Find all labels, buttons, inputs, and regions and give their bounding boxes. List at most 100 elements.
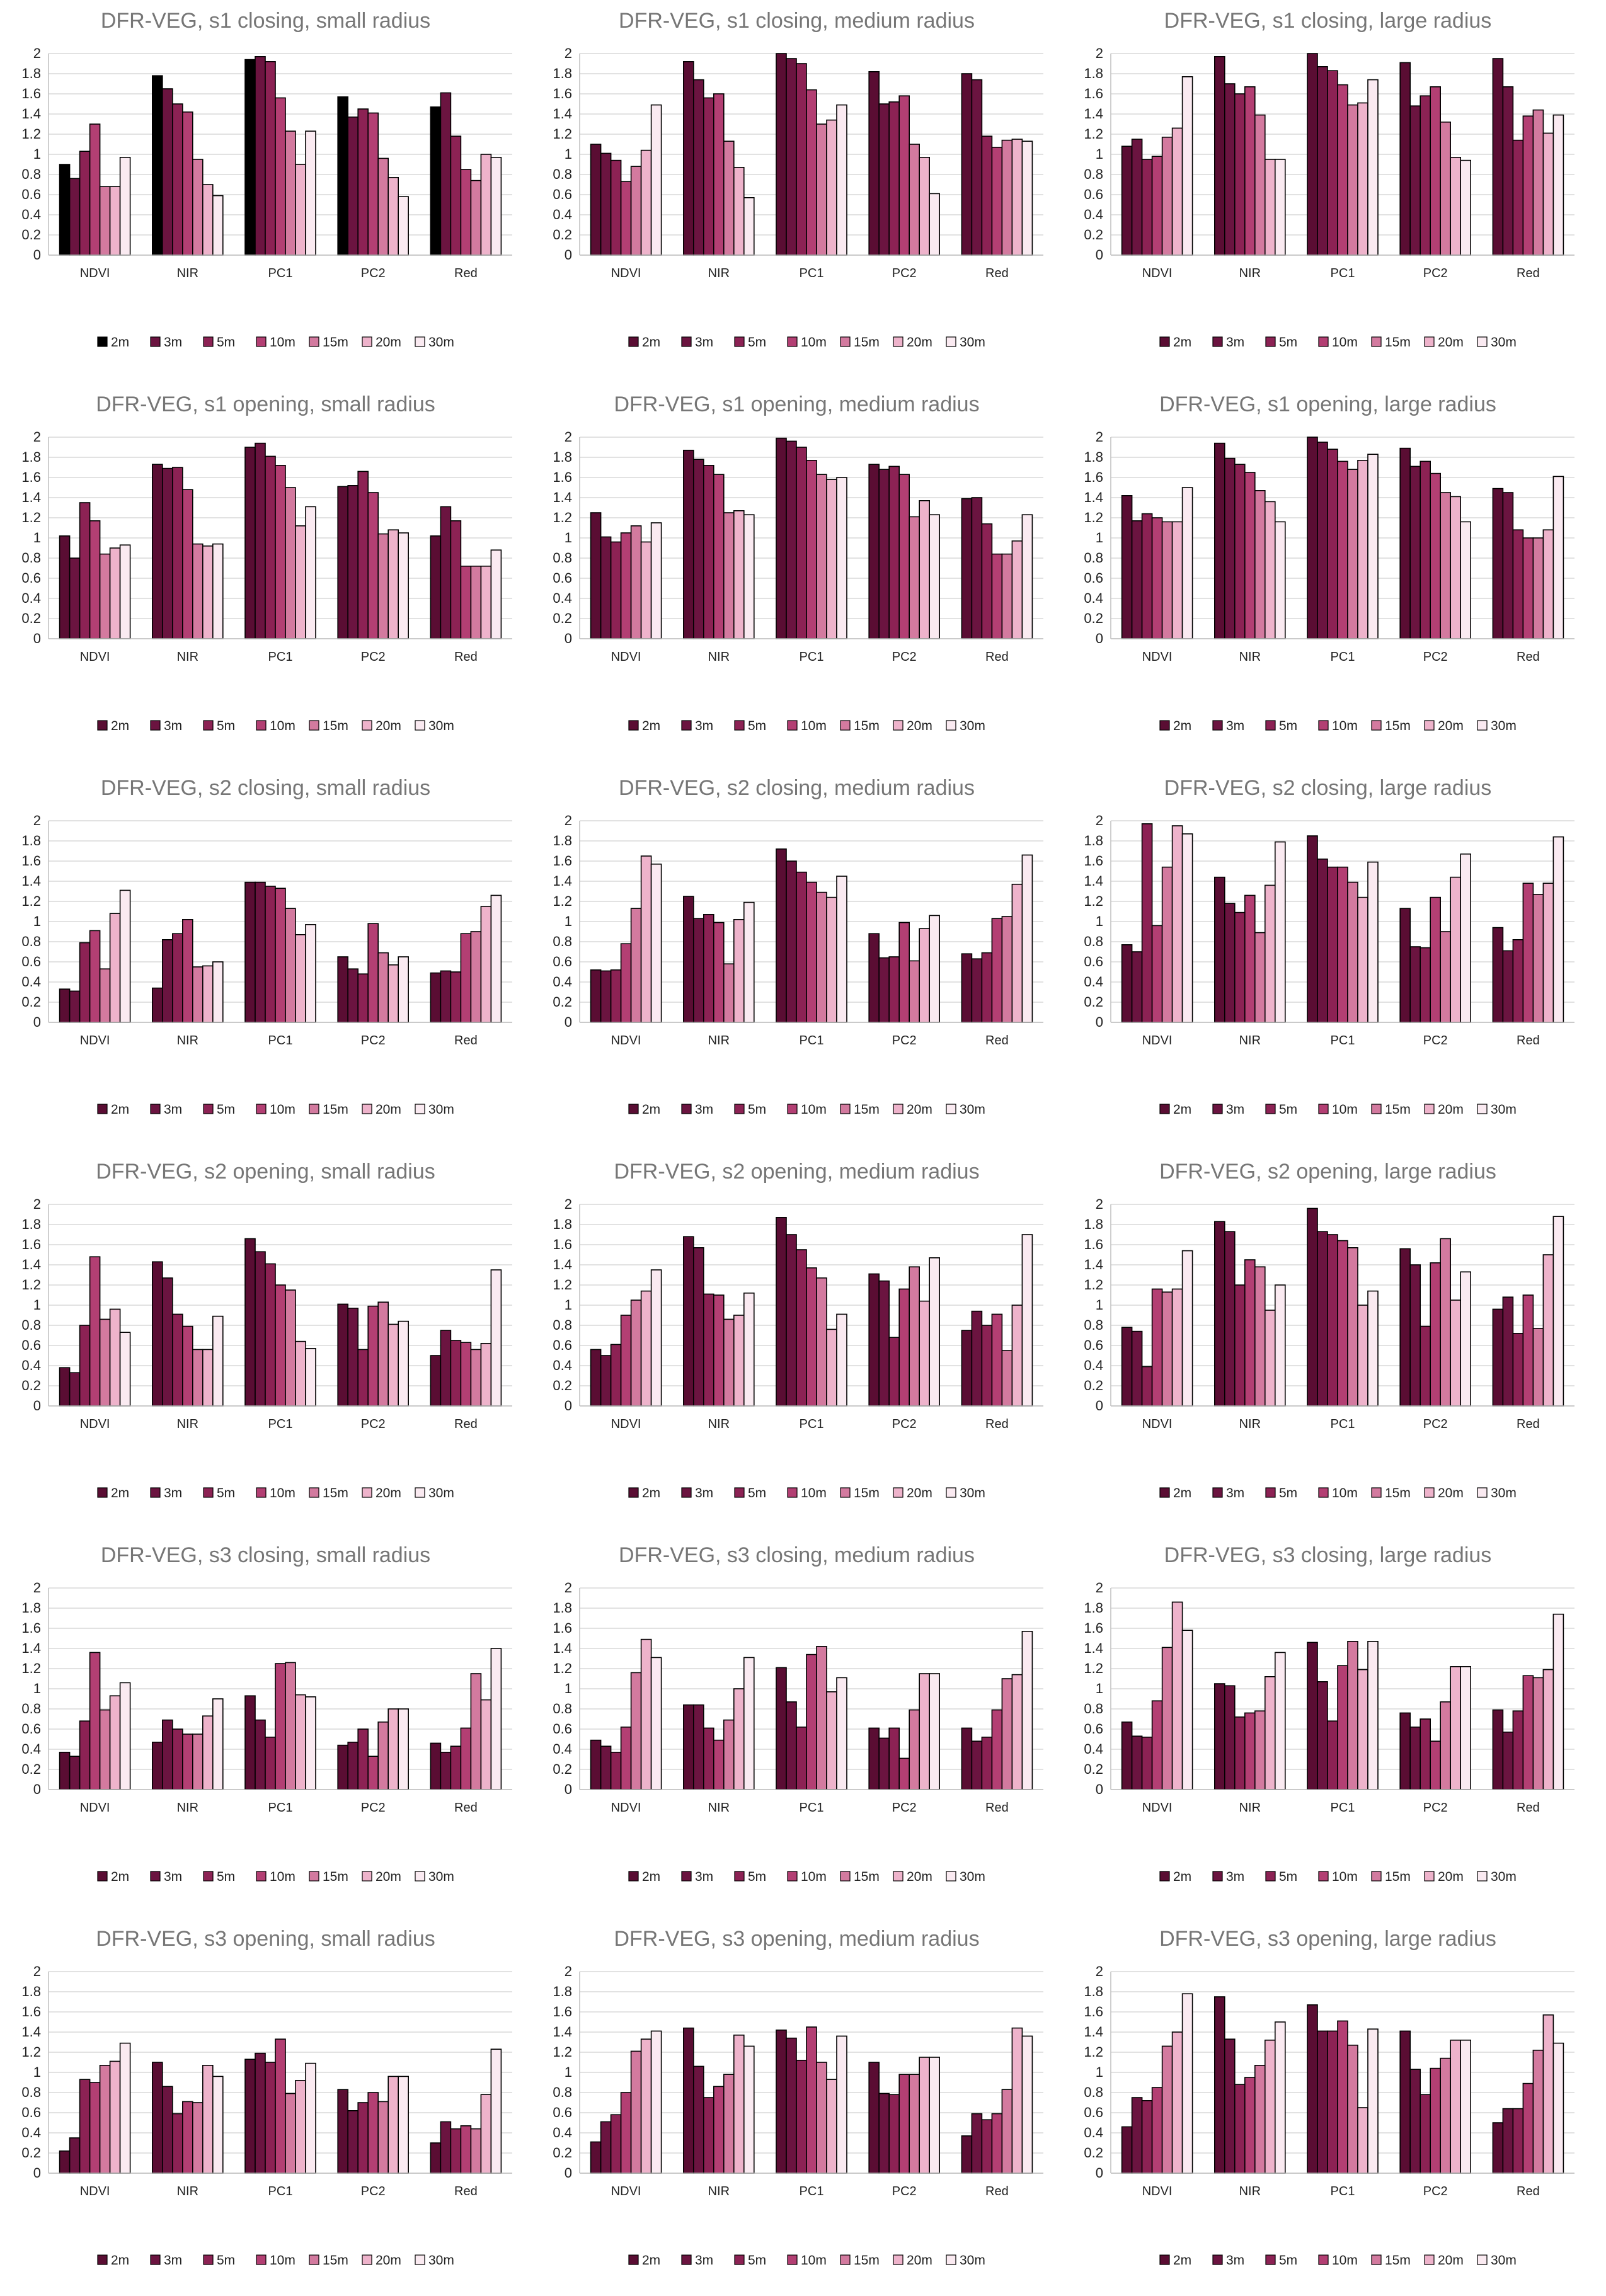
bar-2m-Red [430,972,442,1023]
bar-10m-PC1 [1337,2020,1348,2174]
legend-label: 20m [907,719,932,733]
bar-5m-PC2 [357,973,369,1023]
bar-10m-NIR [181,1325,193,1407]
bar-5m-PC1 [1327,1720,1338,1790]
y-tick-label: 1 [565,530,572,545]
bar-2m-PC1 [1307,835,1318,1023]
y-tick-label: 1.6 [553,2004,572,2019]
bar-2m-NIR [1214,442,1225,639]
bar-3m-PC2 [878,1737,890,1790]
y-tick-label: 1.8 [1084,833,1103,848]
y-tick-label: 0 [565,1014,572,1030]
y-tick-label: 1.6 [21,86,41,101]
legend-label: 10m [1332,335,1358,350]
bar-3m-Red [971,958,983,1023]
bar-20m-NDVI [109,1695,121,1790]
bar-2m-PC1 [244,447,256,639]
x-category-label: NDVI [1142,1417,1173,1431]
y-tick-label: 0 [1096,1781,1103,1797]
bar-2m-PC2 [1399,908,1411,1023]
bar-15m-PC1 [816,891,827,1023]
bar-10m-PC2 [1430,896,1442,1023]
bar-10m-Red [991,918,1003,1023]
bar-30m-PC2 [1460,854,1472,1023]
bar-5m-Red [1512,529,1524,639]
bar-20m-Red [1542,1669,1554,1790]
legend-label: 3m [1226,719,1244,733]
bar-3m-NDVI [1131,1735,1143,1790]
legend-label: 2m [642,2253,660,2268]
legend-label: 2m [111,1102,129,1117]
bar-30m-PC1 [1367,1641,1379,1790]
bar-15m-PC1 [816,1277,827,1407]
bar-3m-Red [971,2113,983,2174]
bar-3m-PC1 [255,442,266,639]
bar-30m-NIR [1274,1652,1286,1790]
legend-label: 20m [1438,1486,1464,1500]
bar-20m-Red [480,1342,492,1407]
bar-2m-Red [430,535,442,639]
bar-5m-PC1 [796,2060,807,2174]
bar-chart: DFR-VEG, s3 opening, small radius 0 0.2 0.4… [21,1927,512,2268]
bar-3m-PC1 [786,58,797,256]
bar-3m-PC1 [1317,1681,1328,1790]
bar-5m-NDVI [610,1344,622,1407]
legend-label: 5m [1279,335,1297,350]
bar-2m-Red [1492,1709,1504,1790]
legend-label: 15m [1385,335,1411,350]
bar-5m-PC1 [265,61,276,256]
y-tick-label: 1.4 [553,2024,572,2040]
y-tick-label: 1 [565,2064,572,2080]
legend-label: 20m [907,335,932,350]
bar-20m-Red [480,906,492,1023]
bar-10m-PC2 [1430,472,1442,639]
y-tick-label: 0.8 [1084,166,1103,182]
legend-swatch [1159,1104,1170,1114]
legend-swatch [203,1104,214,1114]
bar-15m-Red [1532,537,1544,639]
chart-panel: DFR-VEG, s2 closing, large radius 0 0.2 0.4… [1062,767,1593,1145]
legend-label: 15m [323,719,348,733]
bar-3m-NIR [1224,83,1236,256]
legend-label: 10m [801,1102,827,1117]
x-category-label: Red [454,650,478,664]
y-tick-label: 1.6 [1084,469,1103,485]
legend-swatch [1212,1487,1223,1498]
bar-15m-PC1 [285,2093,296,2174]
legend-swatch [734,720,745,731]
bar-2m-NIR [683,2027,694,2174]
legend-label: 15m [854,335,880,350]
legend-label: 3m [695,2253,713,2268]
bar-20m-NDVI [1171,127,1183,256]
bar-3m-PC2 [878,469,890,639]
x-category-label: NDVI [611,2185,641,2198]
bar-15m-NDVI [1161,1647,1173,1790]
bar-15m-PC2 [909,1266,921,1407]
legend-label: 3m [164,719,182,733]
legend-swatch [256,1104,267,1114]
y-tick-label: 0.2 [553,610,572,626]
legend-swatch [840,336,851,347]
legend-swatch [1477,1487,1488,1498]
bar-30m-Red [1021,854,1033,1023]
legend-label: 2m [1173,719,1191,733]
y-tick-label: 1.8 [1084,449,1103,465]
bar-10m-NIR [181,2101,193,2174]
bar-20m-PC2 [919,928,931,1023]
x-category-label: NIR [177,1417,198,1431]
bar-2m-PC2 [868,71,880,256]
bar-30m-PC1 [305,506,316,639]
legend-label: 10m [801,2253,827,2268]
legend-swatch [681,1487,692,1498]
x-category-label: PC1 [1331,1034,1355,1048]
bar-30m-NDVI [119,157,131,256]
bar-10m-Red [1522,537,1534,639]
x-category-label: PC2 [892,1417,917,1431]
y-tick-label: 1.8 [553,1984,572,1999]
bar-2m-Red [1492,927,1504,1023]
bar-15m-NIR [1254,1266,1266,1407]
bar-5m-PC1 [265,2062,276,2174]
bar-2m-PC1 [1307,53,1318,256]
legend-label: 5m [748,1870,766,1884]
bar-3m-PC1 [786,860,797,1023]
